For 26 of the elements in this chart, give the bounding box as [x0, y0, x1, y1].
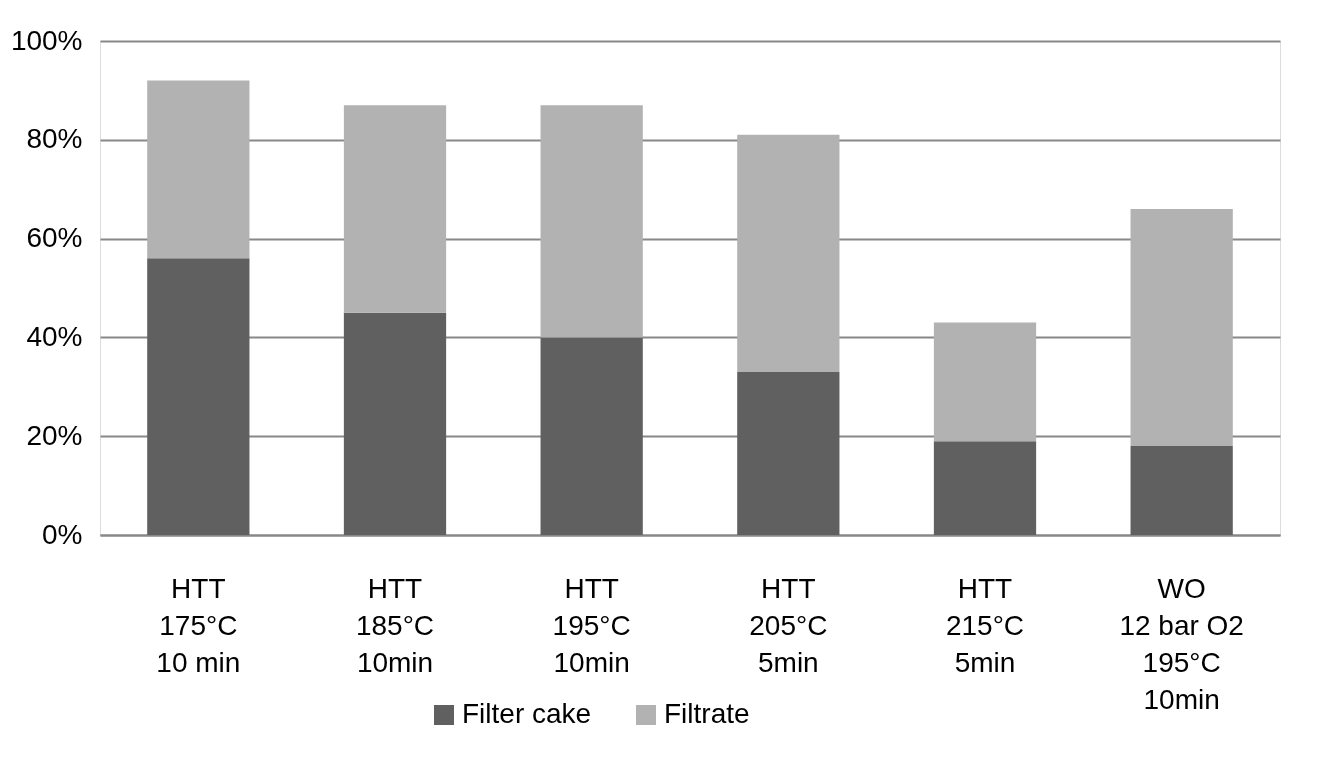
y-tick-label: 0% — [42, 518, 83, 550]
x-tick-label: WO 12 bar O2 195°C 10min — [1119, 572, 1244, 715]
y-tick-label: 80% — [26, 123, 83, 155]
bar — [737, 134, 840, 372]
legend-label: Filtrate — [664, 698, 750, 729]
bar — [343, 312, 447, 535]
x-tick-label: HTT 185°C 10min — [355, 572, 435, 678]
x-tick-label: HTT 175°C 10 min — [156, 572, 241, 678]
bar — [540, 105, 643, 338]
y-tick-label: 60% — [26, 222, 83, 254]
bar — [540, 337, 643, 535]
bar — [1130, 446, 1233, 535]
legend-label: Filter cake — [462, 698, 592, 729]
y-tick-label: 20% — [26, 419, 83, 451]
bar — [147, 258, 250, 535]
x-tick-label: HTT 215°C 5min — [945, 572, 1025, 678]
x-tick-label: HTT 195°C 10min — [552, 572, 631, 678]
bar — [147, 80, 250, 259]
y-tick-label: 100% — [10, 24, 83, 56]
bar — [933, 322, 1037, 442]
x-tick-label: HTT 205°C 5min — [749, 572, 828, 678]
bar — [1130, 208, 1233, 447]
y-tick-label: 40% — [26, 320, 83, 352]
bar — [933, 441, 1037, 535]
bar — [737, 371, 840, 535]
bar — [343, 105, 447, 313]
